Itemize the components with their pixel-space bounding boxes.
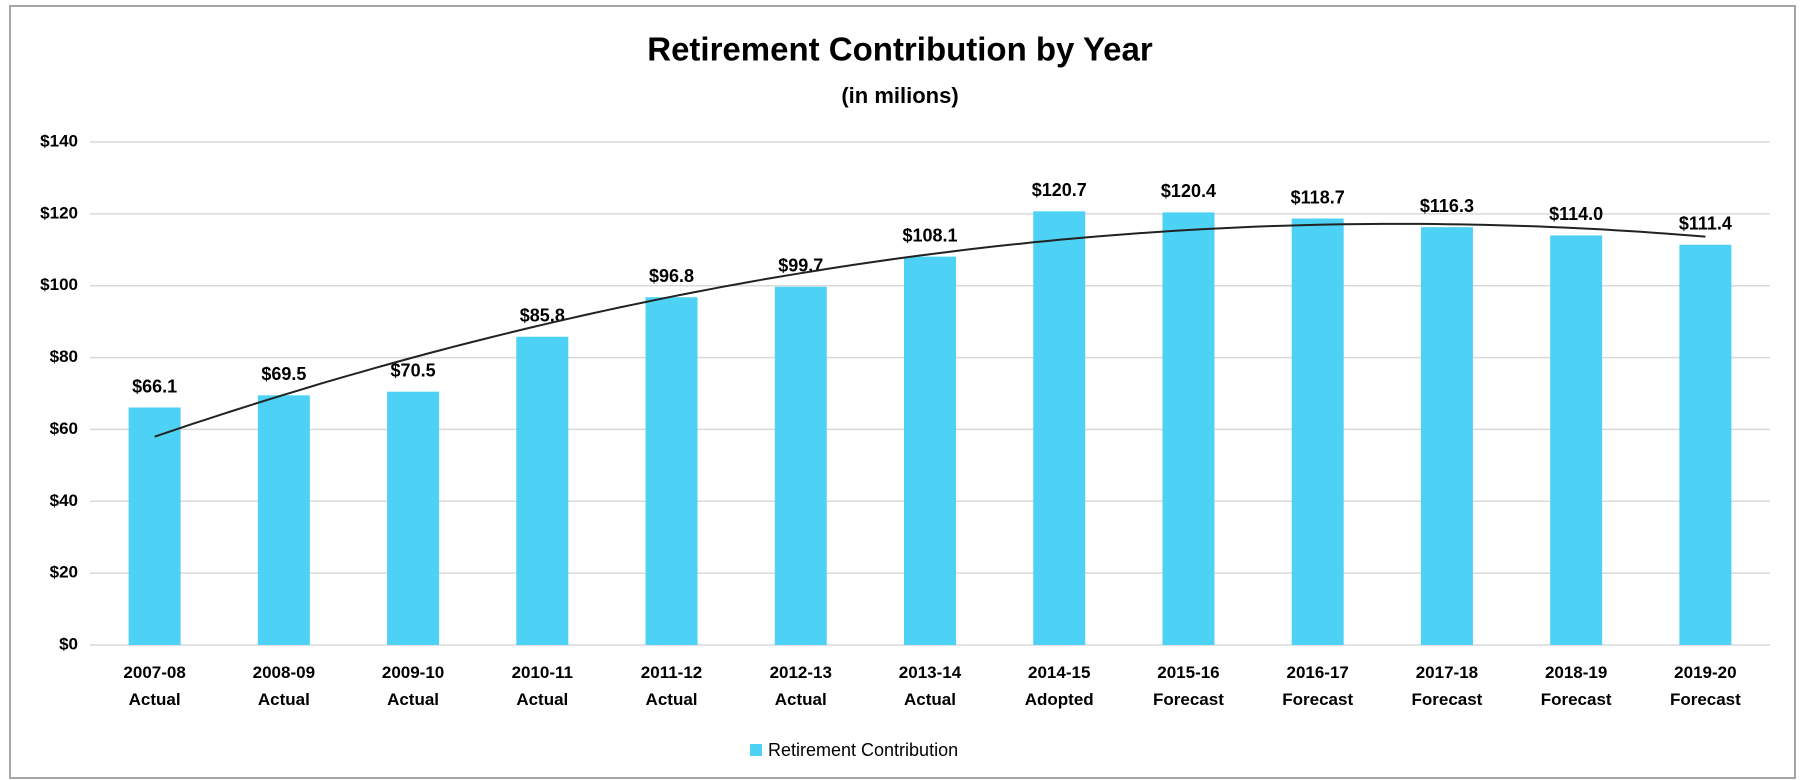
data-label: $120.4 (1161, 181, 1216, 201)
x-tick-label: 2018-19 Forecast (1540, 663, 1612, 709)
data-label: $108.1 (902, 225, 957, 245)
chart-border (9, 5, 1796, 779)
y-tick-label: $60 (50, 419, 78, 438)
bar (774, 286, 827, 645)
bar (257, 395, 310, 645)
bar (1550, 235, 1603, 645)
legend-swatch (750, 744, 762, 756)
y-tick-label: $140 (40, 131, 78, 150)
x-tick-label: 2017-18 Forecast (1411, 663, 1483, 709)
bar (1162, 212, 1215, 646)
data-label: $69.5 (261, 364, 306, 384)
bar (516, 336, 569, 645)
x-tick-label: 2011-12 Actual (640, 663, 703, 709)
y-tick-label: $80 (50, 347, 78, 366)
trendline (154, 222, 1706, 438)
y-tick-label: $0 (59, 634, 78, 653)
x-tick-label: 2013-14 Actual (898, 663, 962, 709)
chart-subtitle: (in milions) (841, 83, 958, 108)
x-tick-label: 2009-10 Actual (381, 663, 445, 709)
data-label: $118.7 (1291, 187, 1345, 207)
x-tick-label: 2010-11 Actual (511, 663, 574, 709)
y-tick-label: $20 (50, 563, 78, 582)
y-tick-label: $120 (40, 203, 78, 222)
bar (645, 297, 698, 645)
x-tick-label: 2014-15 Adopted (1024, 663, 1094, 709)
data-label: $96.8 (649, 266, 694, 286)
bar (128, 407, 181, 645)
bar (1420, 227, 1473, 646)
data-label: $85.8 (520, 305, 565, 325)
x-tick-label: 2016-17 Forecast (1282, 663, 1354, 709)
data-label: $111.4 (1679, 214, 1732, 234)
data-label: $114.0 (1549, 204, 1603, 224)
x-tick-label: 2008-09 Actual (252, 663, 316, 709)
y-tick-label: $100 (40, 275, 78, 294)
x-tick-label: 2015-16 Forecast (1153, 663, 1224, 709)
bar (904, 256, 956, 645)
bar (387, 391, 440, 645)
x-tick-label: 2007-08 Actual (123, 663, 186, 709)
y-tick-label: $40 (50, 491, 78, 510)
data-label: $66.1 (132, 376, 177, 396)
bar (1033, 211, 1086, 645)
data-label: $70.5 (391, 360, 436, 380)
legend-label: Retirement Contribution (768, 740, 958, 760)
data-label: $120.7 (1032, 180, 1087, 200)
data-label: $116.3 (1420, 196, 1474, 216)
x-tick-label: 2019-20 Forecast (1669, 663, 1741, 709)
bar (1679, 244, 1732, 645)
chart-title: Retirement Contribution by Year (647, 31, 1153, 68)
x-tick-label: 2012-13 Actual (769, 663, 832, 709)
bar (1291, 218, 1344, 645)
